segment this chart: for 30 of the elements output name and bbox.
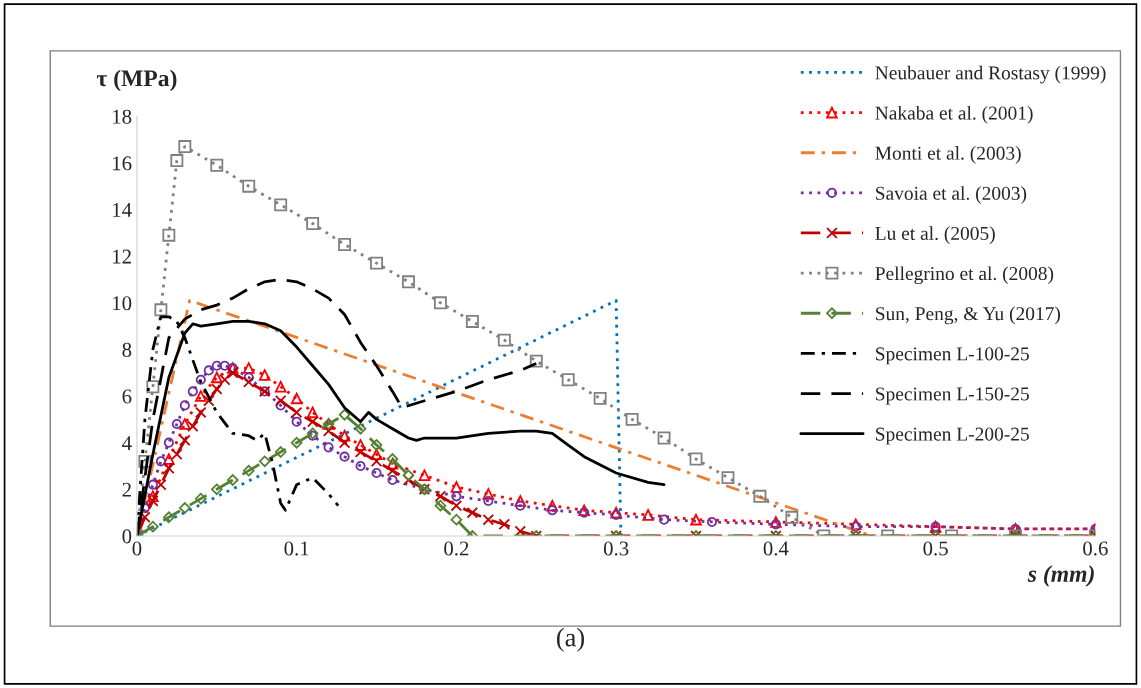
x-tick-label: 0.3	[603, 541, 629, 556]
y-tick-label: 14	[113, 203, 132, 217]
legend-label: Pellegrino et al. (2008)	[875, 266, 1054, 285]
y-tick-label: 0	[122, 529, 132, 544]
y-tick-label: 16	[113, 156, 132, 171]
x-tick-label: 0.4	[763, 541, 789, 556]
y-tick-label: 4	[122, 436, 132, 450]
legend-label: Specimen L-100-25	[876, 347, 1029, 365]
text: (a)	[557, 627, 584, 652]
y-tick-label: 12	[113, 249, 131, 264]
x-axis-title: s (mm)	[1027, 565, 1094, 587]
x-tick-label: 0.1	[284, 541, 309, 556]
legend-label: Lu et al. (2005)	[875, 226, 995, 244]
legend-label: Nakaba et al. (2001)	[875, 105, 1033, 124]
legend-label: Specimen L-150-25	[876, 387, 1029, 405]
y-tick-label: 6	[122, 389, 132, 404]
y-axis-title: τ (MPa)	[96, 69, 177, 92]
x-tick-label: 0.2	[444, 541, 469, 556]
x-tick-label: 0.5	[923, 541, 948, 556]
x-tick-label: 0	[132, 541, 142, 556]
legend-label: Savoia et al. (2003)	[876, 186, 1027, 204]
legend-label: Monti et al. (2003)	[875, 146, 1021, 164]
x-tick-label: 0.6	[1083, 541, 1108, 556]
legend-label: Sun, Peng, & Yu (2017)	[876, 306, 1061, 325]
y-tick-label: 18	[113, 109, 132, 124]
legend-label: Neubauer and Rostasy (1999)	[875, 65, 1106, 84]
y-tick-label: 2	[122, 482, 131, 497]
legend-label: Specimen L-200-25	[876, 427, 1029, 445]
y-tick-label: 8	[122, 342, 132, 357]
y-tick-label: 10	[113, 296, 132, 311]
